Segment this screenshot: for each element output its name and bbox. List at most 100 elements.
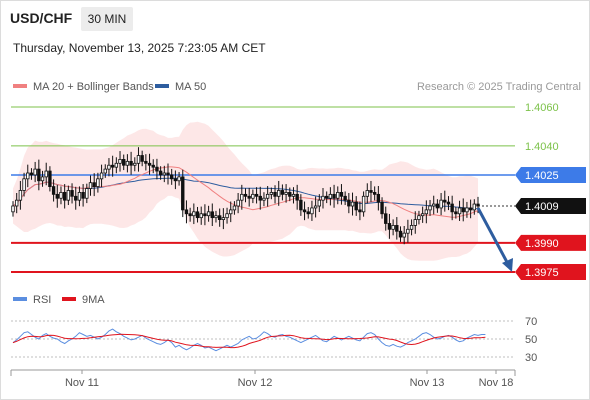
- candle-body: [428, 205, 432, 211]
- candle-body: [365, 190, 369, 197]
- candle-body: [85, 188, 89, 199]
- candle-body: [295, 193, 299, 201]
- rsi-legend-swatch: [13, 297, 27, 301]
- candle-body: [26, 172, 30, 180]
- candle-body: [181, 176, 185, 211]
- candle-body: [321, 195, 325, 201]
- candle-body: [313, 205, 318, 209]
- candle-body: [380, 201, 384, 215]
- x-axis-ticks: Nov 11 Nov 12 Nov 13 Nov 18: [10, 370, 516, 389]
- candle-body: [232, 205, 237, 211]
- price-level-label-4: 1.3990: [525, 238, 559, 250]
- candle-body: [420, 213, 425, 217]
- candle-body: [221, 217, 226, 220]
- candle-body: [195, 211, 200, 219]
- price-level-label-5: 1.3975: [525, 267, 559, 279]
- candle-body: [384, 213, 388, 224]
- candle-body: [147, 162, 152, 166]
- projection-arrow-shaft: [476, 207, 510, 265]
- price-level-tag-5: [515, 264, 586, 280]
- price-level-label-2: 1.4025: [525, 170, 559, 182]
- candle-body: [372, 192, 377, 195]
- ma50-legend-label: MA 50: [175, 81, 206, 93]
- candle-body: [424, 209, 429, 215]
- candle-body: [336, 192, 340, 199]
- timeframe-button[interactable]: 30 MIN: [81, 7, 133, 31]
- price-level-tag-2: [515, 166, 586, 183]
- x-tick-label: Nov 11: [65, 377, 99, 389]
- candle-body: [214, 215, 218, 219]
- candle-body: [136, 155, 141, 164]
- candle-body: [461, 207, 465, 213]
- candle-body: [454, 211, 458, 215]
- candle-body: [332, 193, 336, 199]
- rsi-line: [12, 328, 486, 352]
- candle-body: [217, 215, 222, 220]
- candle-body: [358, 209, 362, 213]
- ma20-legend-swatch: [13, 84, 27, 88]
- candle-body: [236, 199, 240, 207]
- candle-body: [402, 232, 406, 238]
- price-level-label-0: 1.4060: [525, 102, 559, 114]
- candle-body: [103, 168, 107, 174]
- rsi-ma-legend-swatch: [62, 297, 76, 301]
- price-level-label-1: 1.4040: [525, 141, 559, 153]
- candle-body: [291, 193, 296, 197]
- candle-body: [62, 192, 67, 201]
- candle-body: [288, 192, 292, 197]
- rsi-level-label-70: 70: [525, 316, 537, 328]
- candle-body: [114, 162, 119, 168]
- candle-body: [439, 199, 443, 209]
- candle-body: [129, 160, 133, 166]
- candle-body: [18, 190, 23, 201]
- chart-datetime: Thursday, November 13, 2025 7:23:05 AM C…: [13, 41, 266, 55]
- candle-body: [66, 190, 71, 201]
- candle-body: [339, 192, 344, 197]
- candle-body: [210, 211, 214, 219]
- candle-body: [251, 193, 255, 199]
- candle-body: [476, 203, 480, 207]
- candle-body: [33, 168, 37, 176]
- candle-body: [265, 193, 270, 199]
- candle-body: [225, 213, 229, 219]
- x-tick-label: Nov 12: [238, 377, 273, 389]
- candle-body: [446, 201, 451, 205]
- candle-body: [158, 170, 163, 176]
- candle-body: [203, 213, 207, 217]
- candle-body: [59, 192, 63, 199]
- candle-body: [465, 207, 469, 213]
- candle-body: [96, 178, 100, 187]
- candle-body: [432, 203, 436, 207]
- candle-body: [77, 192, 82, 201]
- candle-body: [347, 199, 351, 207]
- candle-body: [177, 176, 181, 182]
- candle-body: [328, 193, 333, 199]
- candle-body: [435, 203, 440, 209]
- candle-body: [92, 182, 96, 187]
- candle-body: [306, 211, 310, 215]
- candle-body: [173, 178, 178, 182]
- candle-body: [343, 195, 347, 201]
- candle-body: [243, 193, 248, 197]
- ma20-legend-label: MA 20 + Bollinger Bands: [33, 81, 154, 93]
- candle-body: [310, 207, 314, 215]
- candle-body: [122, 159, 126, 166]
- candle-body: [387, 223, 392, 230]
- projection-arrow-head: [502, 258, 513, 272]
- candle-body: [40, 176, 45, 182]
- candlestick-layer: [11, 147, 480, 245]
- candle-body: [133, 162, 137, 166]
- candle-body: [269, 192, 274, 195]
- rsi-ma-legend-label: 9MA: [82, 294, 105, 306]
- candle-body: [472, 203, 477, 211]
- rsi-layer: 70 50 30: [11, 316, 537, 364]
- candle-body: [417, 215, 421, 220]
- x-tick-label: Nov 13: [410, 377, 445, 389]
- price-level-label-3: 1.4009: [525, 201, 559, 213]
- candle-body: [110, 164, 115, 168]
- candle-body: [395, 225, 399, 232]
- candle-body: [70, 190, 74, 197]
- candle-body: [369, 190, 373, 193]
- ma50-legend-swatch: [155, 84, 169, 88]
- candle-body: [22, 178, 26, 191]
